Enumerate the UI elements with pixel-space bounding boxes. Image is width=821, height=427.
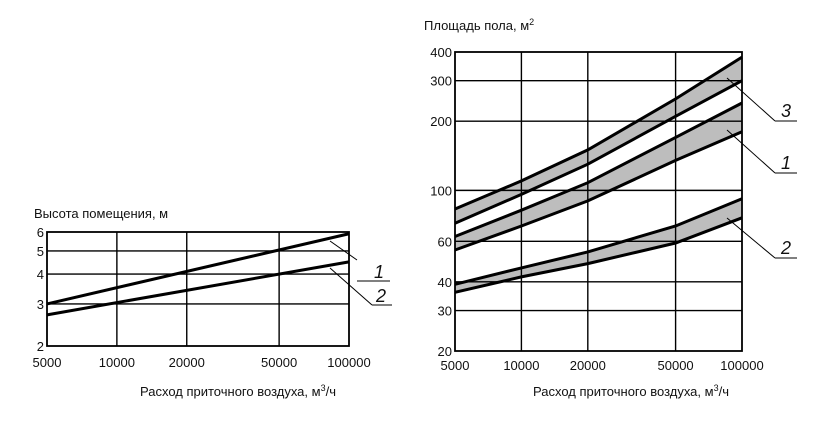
y-tick-label-5: 5 bbox=[37, 244, 44, 259]
y-tick-label-40: 40 bbox=[438, 275, 452, 290]
curve-label-1: 1 bbox=[374, 262, 384, 282]
x-tick-label-5000: 5000 bbox=[33, 355, 62, 370]
band-3-fill bbox=[455, 57, 742, 224]
floor-area-callouts: 3 1 2 bbox=[726, 77, 797, 259]
band-2-fill bbox=[455, 198, 742, 293]
x-tick-label-100000: 100000 bbox=[720, 358, 763, 373]
callout-1-leader bbox=[329, 240, 358, 261]
y-tick-label-2: 2 bbox=[37, 339, 44, 354]
y-tick-label-6: 6 bbox=[37, 225, 44, 240]
room-height-series bbox=[46, 232, 350, 317]
floor-area-bands bbox=[455, 57, 742, 293]
series-2-line bbox=[46, 260, 350, 317]
room-height-x-axis-label: Расход приточного воздуха, м3/ч bbox=[140, 383, 336, 399]
callout-3-leader bbox=[726, 77, 776, 122]
floor-area-y-tick-labels: 20 30 40 60 100 200 300 400 bbox=[430, 45, 452, 359]
y-tick-label-30: 30 bbox=[438, 304, 452, 319]
x-tick-label-20000: 20000 bbox=[570, 358, 606, 373]
y-tick-label-300: 300 bbox=[430, 74, 452, 89]
curve-label-2: 2 bbox=[780, 238, 791, 258]
room-height-callouts: 1 2 bbox=[329, 240, 392, 306]
x-tick-label-20000: 20000 bbox=[169, 355, 205, 370]
y-tick-label-3: 3 bbox=[37, 297, 44, 312]
band-1-lower-edge bbox=[454, 130, 743, 252]
x-tick-label-5000: 5000 bbox=[441, 358, 470, 373]
room-height-y-axis-label: Высота помещения, м bbox=[34, 206, 168, 221]
y-tick-label-4: 4 bbox=[37, 267, 44, 282]
floor-area-y-axis-label: Площадь пола, м2 bbox=[424, 17, 534, 33]
curve-label-1: 1 bbox=[781, 153, 791, 173]
band-3-lower-edge bbox=[454, 79, 743, 225]
y-tick-label-60: 60 bbox=[438, 234, 452, 249]
room-height-x-tick-labels: 5000 10000 20000 50000 100000 bbox=[33, 355, 371, 370]
y-tick-label-200: 200 bbox=[430, 114, 452, 129]
room-height-plot-frame bbox=[46, 231, 350, 347]
series-1-line bbox=[46, 232, 350, 306]
band-3-upper-edge bbox=[454, 55, 743, 211]
floor-area-x-tick-labels: 5000 10000 20000 50000 100000 bbox=[441, 358, 764, 373]
x-tick-label-50000: 50000 bbox=[261, 355, 297, 370]
x-tick-label-50000: 50000 bbox=[658, 358, 694, 373]
band-1-fill bbox=[455, 103, 742, 250]
x-tick-label-10000: 10000 bbox=[503, 358, 539, 373]
floor-area-chart: Площадь пола, м2 5000 bbox=[424, 17, 797, 399]
y-tick-label-100: 100 bbox=[430, 183, 452, 198]
floor-area-x-axis-label: Расход приточного воздуха, м3/ч bbox=[533, 383, 729, 399]
curve-label-3: 3 bbox=[781, 101, 791, 121]
x-tick-label-100000: 100000 bbox=[327, 355, 370, 370]
room-height-y-tick-labels: 2 3 4 5 6 bbox=[37, 225, 44, 354]
band-1-upper-edge bbox=[454, 101, 743, 238]
floor-area-gridlines bbox=[455, 52, 742, 351]
floor-area-band-edges bbox=[454, 55, 743, 294]
callout-2-leader bbox=[726, 217, 776, 259]
room-height-chart: Высота помещения, м 5000 10000 20000 500… bbox=[33, 206, 392, 399]
callout-2-leader bbox=[329, 267, 373, 306]
band-2-lower-edge bbox=[454, 216, 743, 294]
floor-area-plot-frame bbox=[454, 51, 743, 352]
x-tick-label-10000: 10000 bbox=[99, 355, 135, 370]
callout-1-leader bbox=[726, 129, 776, 174]
band-2-upper-edge bbox=[454, 197, 743, 286]
y-tick-label-400: 400 bbox=[430, 45, 452, 60]
curve-label-2: 2 bbox=[375, 286, 386, 306]
y-tick-label-20: 20 bbox=[438, 344, 452, 359]
